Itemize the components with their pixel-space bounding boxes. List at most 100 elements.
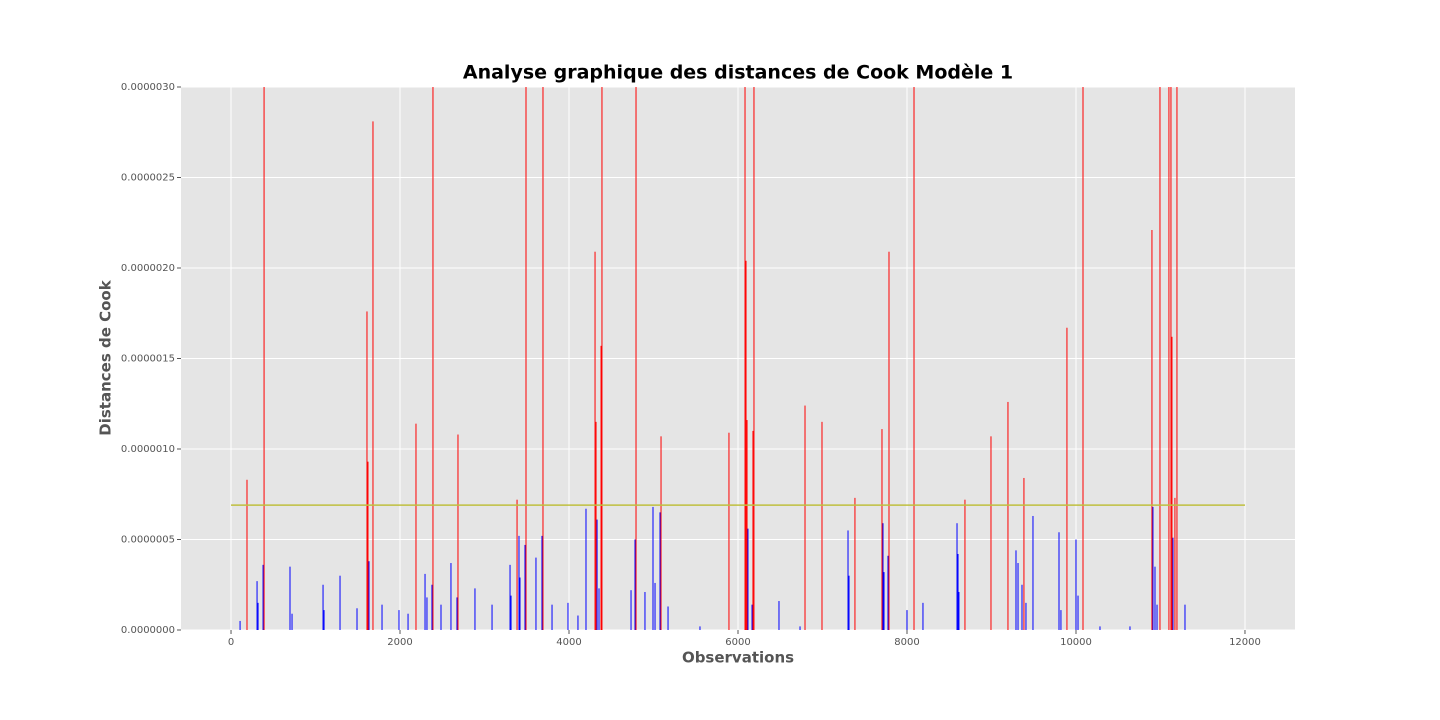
- bar: [567, 602, 569, 630]
- bar: [525, 87, 527, 630]
- bar: [630, 590, 632, 630]
- y-tick-label: 0.0000020: [121, 263, 175, 274]
- bar: [744, 87, 746, 630]
- bar: [1032, 515, 1034, 630]
- bar: [882, 523, 884, 630]
- bar: [922, 602, 924, 630]
- bar: [1058, 532, 1060, 630]
- bar: [1151, 229, 1153, 630]
- bar: [1099, 626, 1101, 630]
- bar: [644, 591, 646, 630]
- bar: [751, 604, 753, 630]
- bar: [541, 535, 543, 630]
- bar: [368, 561, 370, 630]
- bar: [1129, 626, 1131, 630]
- bar: [881, 429, 883, 630]
- labels: 0.0000000 0.0000005 0.0000010 0.0000015 0.00…: [121, 82, 1261, 648]
- bar: [887, 555, 889, 630]
- x-tick-label: 8000: [894, 637, 919, 648]
- bar: [372, 121, 374, 630]
- bar: [322, 584, 324, 630]
- y-tick-label: 0.0000025: [121, 173, 175, 184]
- bar: [263, 87, 265, 630]
- bar: [752, 430, 754, 630]
- bar: [848, 575, 850, 630]
- bar: [804, 405, 806, 630]
- y-tick-label: 0.0000010: [121, 444, 175, 455]
- bar: [1017, 563, 1019, 630]
- bar: [524, 544, 526, 630]
- bar: [635, 87, 637, 630]
- bar: [1176, 87, 1178, 630]
- x-tick-label: 2000: [387, 637, 412, 648]
- bar: [957, 553, 959, 630]
- bar: [440, 604, 442, 630]
- y-tick-label: 0.0000015: [121, 354, 175, 365]
- bar: [516, 499, 518, 630]
- bar: [1168, 87, 1170, 630]
- bar: [913, 87, 915, 630]
- bar: [509, 564, 511, 630]
- y-tick-label: 0.0000000: [121, 625, 175, 636]
- y-axis-label: Distances de Cook: [97, 279, 115, 435]
- bar: [1066, 327, 1068, 630]
- bar: [1021, 584, 1023, 630]
- bar: [491, 604, 493, 630]
- bar: [964, 499, 966, 630]
- bar: [432, 87, 434, 630]
- x-axis-label: Observations: [682, 649, 794, 667]
- bar: [906, 610, 908, 630]
- bar: [888, 251, 890, 630]
- bar: [1156, 604, 1158, 630]
- bar: [1174, 497, 1176, 630]
- bar: [958, 591, 960, 630]
- bar: [381, 604, 383, 630]
- bars: [231, 87, 1245, 630]
- x-tick-label: 12000: [1229, 637, 1261, 648]
- bar: [854, 497, 856, 630]
- bar: [239, 620, 241, 630]
- bar: [1007, 401, 1009, 630]
- bar: [634, 539, 636, 630]
- bar: [699, 626, 701, 630]
- bar: [366, 311, 368, 630]
- bar: [356, 608, 358, 630]
- bar: [1082, 87, 1084, 630]
- bar: [535, 557, 537, 630]
- bar: [415, 423, 417, 630]
- bar: [1154, 566, 1156, 630]
- bar: [510, 595, 512, 630]
- x-tick-label: 4000: [556, 637, 581, 648]
- bar: [1075, 539, 1077, 630]
- bar: [1159, 87, 1161, 630]
- bar: [542, 87, 544, 630]
- bar: [323, 610, 325, 630]
- bar: [407, 613, 409, 630]
- bar: [577, 615, 579, 630]
- bar: [367, 461, 369, 630]
- x-tick-label: 0: [228, 637, 234, 648]
- bar: [518, 535, 520, 630]
- bar: [474, 588, 476, 630]
- bar: [594, 251, 596, 630]
- bar: [1015, 550, 1017, 630]
- bar: [654, 582, 656, 630]
- x-tick-label: 6000: [725, 637, 750, 648]
- bar: [585, 508, 587, 630]
- bar: [1172, 537, 1174, 630]
- bar: [424, 573, 426, 630]
- bar: [339, 575, 341, 630]
- bar: [847, 530, 849, 630]
- bar: [659, 512, 661, 630]
- bar: [799, 626, 801, 630]
- bar: [257, 602, 259, 630]
- y-tick-label: 0.0000005: [121, 535, 175, 546]
- chart-title: Analyse graphique des distances de Cook …: [463, 62, 1013, 84]
- bar: [821, 421, 823, 630]
- bar: [652, 506, 654, 630]
- bar: [398, 610, 400, 630]
- bar: [660, 436, 662, 630]
- bar: [598, 588, 600, 630]
- bar: [745, 260, 747, 630]
